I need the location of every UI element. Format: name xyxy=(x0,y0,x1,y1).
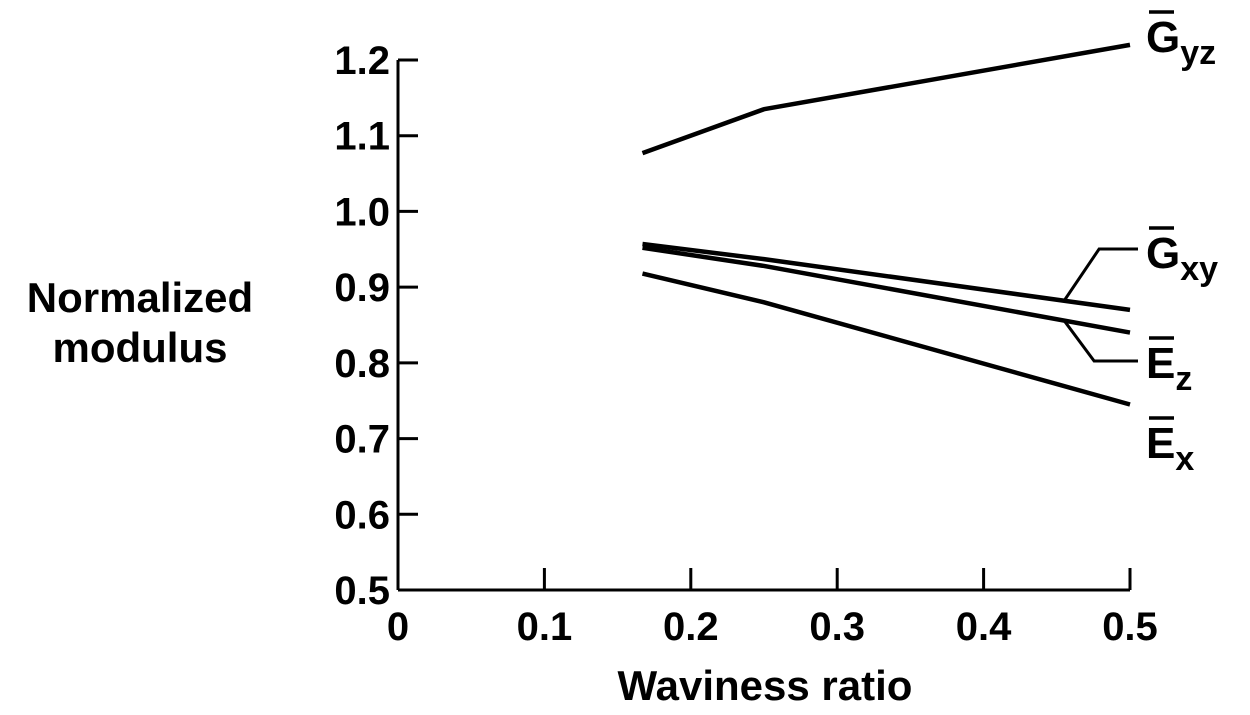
leader-lines xyxy=(1062,247,1138,363)
series-line-g-yz xyxy=(641,42,1131,156)
leader-line-gxy xyxy=(1062,247,1138,302)
series-lines xyxy=(641,42,1131,407)
y-ticks: 0.5 0.6 0.7 0.8 0.9 1.0 1.1 1.2 xyxy=(334,39,418,613)
x-axis-title: Waviness ratio xyxy=(618,662,913,709)
series-line-e-z xyxy=(642,245,1131,335)
y-tick-label: 0.9 xyxy=(334,266,390,310)
y-tick-label: 0.6 xyxy=(334,493,390,537)
y-tick-label: 1.1 xyxy=(334,115,390,159)
x-tick-label: 0.4 xyxy=(956,605,1012,649)
series-line-g-xy xyxy=(642,241,1131,313)
leader-line-ez xyxy=(1062,319,1138,363)
series-label-g-yz: Gyz xyxy=(1146,13,1216,72)
y-tick-label: 0.8 xyxy=(334,342,390,386)
x-tick-label: 0.5 xyxy=(1102,605,1158,649)
series-label-e-z: Ez xyxy=(1146,339,1192,398)
x-tick-label: 0 xyxy=(387,605,409,649)
x-tick-label: 0.1 xyxy=(517,605,573,649)
y-axis-title-line-2: modulus xyxy=(53,324,228,371)
series-label-g-xy: Gxy xyxy=(1146,229,1218,288)
series-line-e-x xyxy=(641,271,1131,407)
y-tick-label: 0.5 xyxy=(334,569,390,613)
y-tick-label: 0.7 xyxy=(334,418,390,462)
y-tick-label: 1.0 xyxy=(334,190,390,234)
y-tick-label: 1.2 xyxy=(334,39,390,83)
x-tick-label: 0.3 xyxy=(809,605,865,649)
series-label-e-x: Ex xyxy=(1146,419,1194,478)
x-ticks: 0 0.1 0.2 0.3 0.4 0.5 xyxy=(387,568,1158,649)
x-tick-label: 0.2 xyxy=(663,605,719,649)
y-axis-title-line-1: Normalized xyxy=(27,274,253,321)
series-labels: Gyz Gxy Ez Ex xyxy=(1146,10,1218,478)
